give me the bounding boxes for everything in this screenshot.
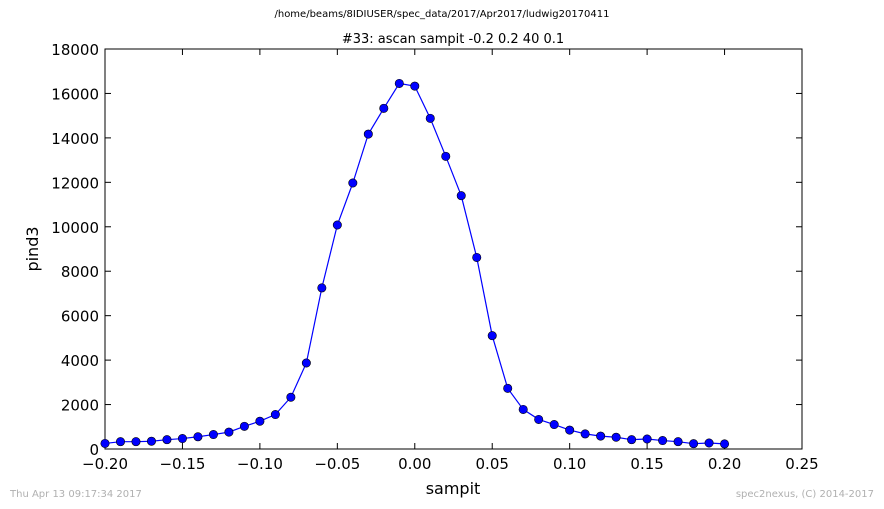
data-point [162,435,172,445]
x-axis-label: sampit [426,479,481,498]
data-point [379,103,389,113]
y-tick-label: 12000 [51,174,99,192]
data-point [580,429,590,439]
x-tick-label: −0.15 [159,455,205,473]
data-point [208,430,218,440]
data-point [658,436,668,446]
y-tick-label: 16000 [51,85,99,103]
x-tick-label: 0.05 [476,455,509,473]
data-point [549,420,559,430]
footer-credit: spec2nexus, (C) 2014-2017 [735,489,874,500]
y-axis: 0 2000 4000 6000 8000 10000 12000 14000 16000 180… [51,41,802,459]
y-tick-label: 18000 [51,41,99,59]
y-tick-label: 10000 [51,219,99,237]
data-point [704,438,714,448]
data-point [363,129,373,139]
data-point [193,432,203,442]
x-tick-label: −0.10 [237,455,283,473]
data-point [177,434,187,444]
y-tick-label: 0 [89,441,99,459]
data-point [673,437,683,447]
data-point [456,191,466,201]
data-point [146,436,156,446]
figure-suptitle: /home/beams/8IDIUSER/spec_data/2017/Apr2… [274,9,610,20]
x-tick-label: 0.00 [398,455,431,473]
y-tick-label: 8000 [61,263,99,281]
data-point [115,437,125,447]
data-point [518,404,528,414]
data-point [394,78,404,88]
data-point [720,439,730,449]
plot-frame [104,48,803,450]
data-point [596,431,606,441]
data-point [487,331,497,341]
data-point [472,252,482,262]
data-point [410,81,420,91]
data-point [239,421,249,431]
x-tick-label: −0.05 [314,455,360,473]
x-axis: −0.20 −0.15 −0.10 −0.05 0.00 0.05 0.10 0.15 0.20… [82,49,819,473]
data-point [224,427,234,437]
y-tick-label: 14000 [51,130,99,148]
data-point [689,439,699,449]
x-tick-label: 0.25 [785,455,818,473]
x-tick-label: 0.20 [708,455,741,473]
data-point [611,432,621,442]
data-point [565,425,575,435]
x-tick-label: 0.10 [553,455,586,473]
data-point [270,410,280,420]
data-point [503,383,513,393]
data-point [441,151,451,161]
data-point [301,358,311,368]
series-line [104,82,725,445]
y-tick-label: 2000 [61,397,99,415]
footer-timestamp: Thu Apr 13 09:17:34 2017 [10,489,142,500]
series-group [100,78,730,449]
data-point [286,392,296,402]
data-point [100,438,110,448]
data-point [642,434,652,444]
data-point [131,437,141,447]
data-point [348,178,358,188]
y-tick-label: 6000 [61,308,99,326]
data-point [317,283,327,293]
chart-title: #33: ascan sampit -0.2 0.2 40 0.1 [342,32,564,47]
y-axis-label: pind3 [23,226,42,271]
data-point [534,414,544,424]
data-point [255,416,265,426]
x-tick-label: 0.15 [630,455,663,473]
x-tick-label: −0.20 [82,455,128,473]
y-tick-label: 4000 [61,352,99,370]
data-point [332,220,342,230]
data-point [627,435,637,445]
data-point [425,113,435,123]
